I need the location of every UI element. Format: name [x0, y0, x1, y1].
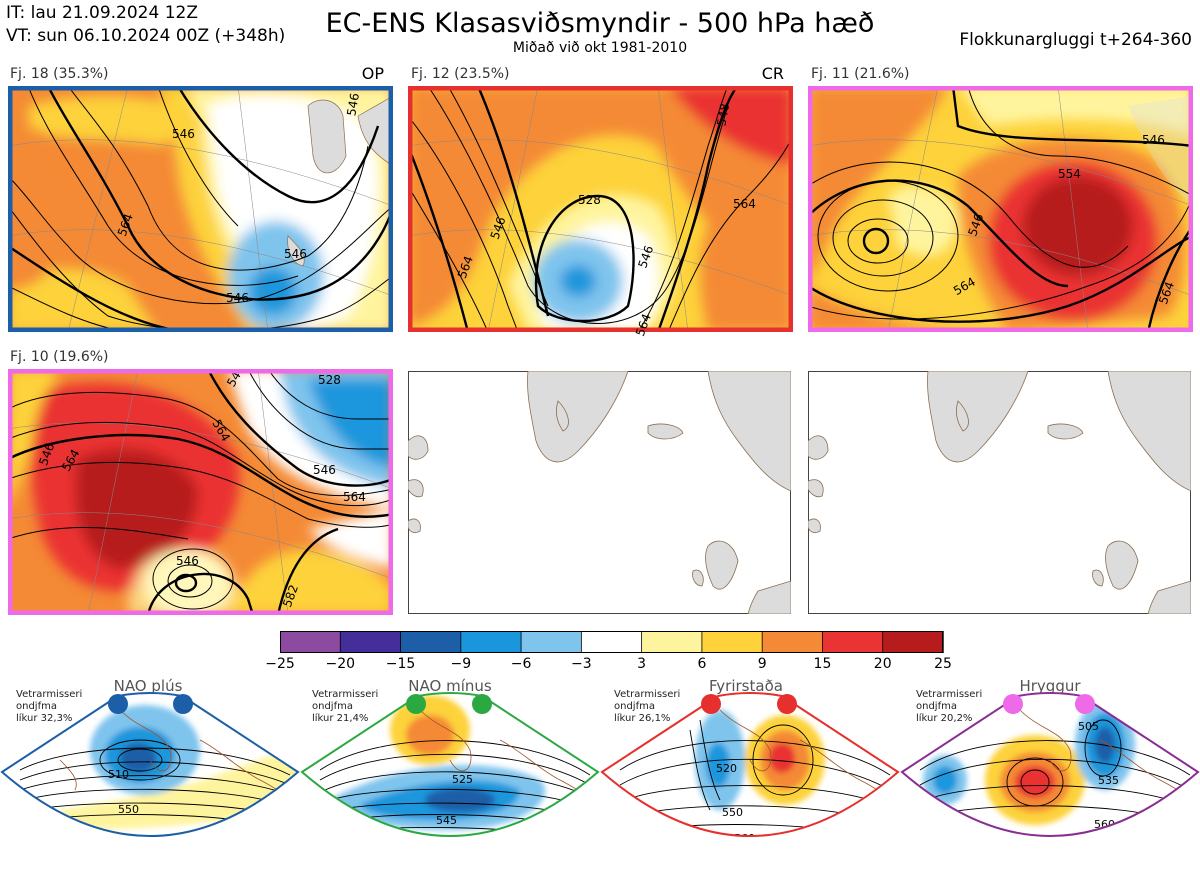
contour-label: 546	[313, 463, 336, 477]
cluster-map-2: 546 564 528 546 564 548	[408, 86, 793, 332]
regime-map-nao-minus: 525 545 565	[302, 693, 598, 861]
contour-label: 525	[452, 773, 473, 786]
page-subtitle: Miðað við okt 1981-2010	[512, 40, 688, 56]
colorbar-tick-label: 9	[757, 656, 767, 672]
panel-2-tag: CR	[761, 64, 784, 83]
regime-title-nao-minus: NAO mínus	[408, 677, 492, 695]
contour-label: 545	[436, 814, 457, 827]
contour-label: 528	[578, 193, 601, 207]
header-info: IT: lau 21.09.2024 12Z VT: sun 06.10.202…	[6, 2, 285, 48]
regime-map-blocking: 520 550 560	[602, 693, 898, 845]
contour-label: 564	[733, 197, 756, 211]
regime-note-blocking: Vetrarmisseri ondjfma líkur 26,1%	[614, 689, 681, 724]
contour-label: 550	[722, 806, 743, 819]
contour-label: 560	[734, 832, 755, 845]
colorbar-tick-label: −25	[265, 656, 295, 672]
colorbar-tick-label: 25	[934, 656, 952, 672]
regime-dot	[1075, 694, 1095, 714]
colorbar-tick-label: 6	[697, 656, 707, 672]
colorbar-cell	[641, 631, 703, 653]
colorbar-cell	[580, 631, 643, 653]
contour-label: 546	[226, 291, 249, 305]
contour-label: 528	[318, 373, 341, 387]
cluster-map-3: 546 554 546 564 564	[808, 86, 1193, 332]
panel-2-label: Fj. 12 (23.5%)	[411, 66, 510, 82]
colorbar-tick-label: 20	[873, 656, 892, 672]
colorbar-tick-label: −20	[325, 656, 356, 672]
contour-label: 520	[716, 762, 737, 775]
panel-3-label: Fj. 11 (21.6%)	[811, 66, 910, 82]
contour-label: 564	[343, 490, 366, 504]
regime-title-ridge: Hryggur	[1019, 677, 1081, 695]
regime-dot	[173, 694, 193, 714]
colorbar-cell	[460, 631, 522, 653]
panel-1-label: Fj. 18 (35.3%)	[10, 66, 109, 82]
colorbar-cell	[822, 631, 884, 653]
colorbar-tick-label: −3	[571, 656, 592, 672]
classification-window: Flokkunargluggi t+264-360	[959, 30, 1192, 50]
page-title: EC-ENS Klasasviðsmyndir - 500 hPa hæð	[325, 8, 875, 39]
regime-dot	[1003, 694, 1023, 714]
contour-label: 535	[1098, 774, 1119, 787]
panel-4-label: Fj. 10 (19.6%)	[10, 349, 109, 365]
colorbar	[280, 631, 944, 653]
contour-label: 505	[1078, 720, 1099, 733]
contour-label: 546	[344, 92, 362, 117]
regime-map-ridge: 505 535 560	[902, 693, 1198, 836]
empty-map-6	[808, 371, 1191, 614]
contour-label: 550	[118, 803, 139, 816]
colorbar-cell	[882, 631, 944, 653]
contour-label: 546	[284, 247, 307, 261]
regime-dot	[777, 694, 797, 714]
colorbar-cell	[400, 631, 462, 653]
contour-label: 554	[1058, 167, 1081, 181]
colorbar-cell	[701, 631, 763, 653]
regime-title-blocking: Fyrirstaða	[709, 677, 783, 695]
regime-note-ridge: Vetrarmisseri ondjfma líkur 20,2%	[916, 689, 983, 724]
empty-map-5	[408, 371, 791, 614]
colorbar-cell	[280, 631, 341, 653]
regime-dot	[406, 694, 426, 714]
contour-label: 548	[714, 102, 732, 127]
contour-label: 546	[1142, 133, 1165, 147]
regime-fans: 510 550 525 545 565	[0, 692, 1200, 861]
regime-note-nao-minus: Vetrarmisseri ondjfma líkur 21,4%	[312, 689, 379, 724]
valid-time: VT: sun 06.10.2024 00Z (+348h)	[6, 26, 286, 46]
regime-dot	[108, 694, 128, 714]
colorbar-tick-label: −15	[385, 656, 416, 672]
regime-dot	[472, 694, 492, 714]
init-time: IT: lau 21.09.2024 12Z	[6, 3, 198, 23]
contour-label: 546	[172, 127, 195, 141]
contour-label: 565	[446, 848, 467, 861]
regime-title-nao-plus: NAO plús	[113, 677, 183, 695]
colorbar-cell	[339, 631, 402, 653]
colorbar-tick-label: 15	[813, 656, 832, 672]
colorbar-tick-label: −9	[450, 656, 472, 672]
contour-label: 546	[176, 554, 199, 568]
cluster-map-4: 546 564 546 564 546 564 582 546 528	[8, 369, 393, 615]
regime-dot	[701, 694, 721, 714]
regime-map-nao-plus: 510 550	[2, 693, 298, 836]
colorbar-cell	[520, 631, 583, 653]
contour-label: 510	[108, 768, 129, 781]
colorbar-tick-label: 3	[637, 656, 647, 672]
colorbar-cell	[761, 631, 824, 653]
cluster-map-1: 546 564 546 546 546	[8, 86, 393, 332]
panel-1-tag: OP	[361, 64, 384, 83]
regime-note-nao-plus: Vetrarmisseri ondjfma líkur 32,3%	[16, 689, 83, 724]
colorbar-tick-label: −6	[510, 656, 532, 672]
